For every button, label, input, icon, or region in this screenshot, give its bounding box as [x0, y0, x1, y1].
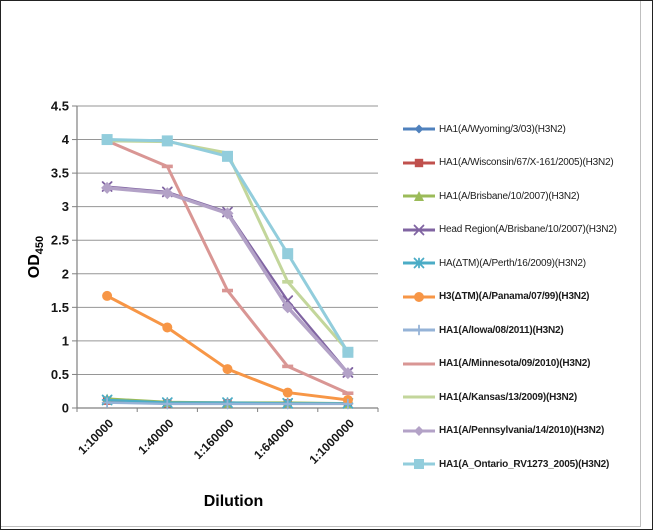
series	[101, 134, 354, 358]
y-tick-label: 2.5	[51, 233, 69, 248]
marker-circle	[222, 364, 233, 375]
marker-square	[101, 134, 113, 146]
legend-marker-icon	[403, 191, 435, 201]
legend-label: HA1(A/Iowa/08/2011)(H3N2)	[439, 324, 564, 336]
legend-marker-icon	[403, 459, 435, 469]
y-tick-label: 3.5	[51, 166, 69, 181]
legend-label: HA1(A/Minnesota/09/2010)(H3N2)	[439, 358, 591, 369]
marker-diamond	[341, 367, 354, 380]
y-tick-label: 4.5	[51, 99, 69, 114]
marker-square	[414, 158, 424, 167]
legend-item: HA1(A/Iowa/08/2011)(H3N2)	[402, 318, 617, 342]
legend-label: HA(ΔTM)(A/Perth/16/2009)(H3N2)	[439, 257, 586, 269]
marker-dash	[342, 391, 354, 396]
legend-label: H3(ΔTM)(A/Panama/07/99)(H3N2)	[439, 291, 590, 302]
y-axis-title-subscript: 450	[34, 235, 46, 255]
legend-item: Head Region(A/Brisbane/10/2007)(H3N2)	[402, 218, 617, 242]
marker-circle	[282, 387, 293, 398]
marker-square	[222, 150, 233, 162]
marker-circle	[414, 291, 424, 302]
marker-diamond	[414, 425, 424, 436]
series-line	[105, 139, 350, 353]
legend-label: HA1(A/Wyoming/3/03)(H3N2)	[439, 123, 566, 135]
legend-item: HA1(A/Wyoming/3/03)(H3N2)	[402, 117, 617, 141]
chart-area	[1, 1, 641, 527]
legend-label: Head Region(A/Brisbane/10/2007)(H3N2)	[439, 224, 617, 235]
y-tick-label: 0.5	[51, 367, 69, 382]
x-axis-title: Dilution	[203, 493, 264, 510]
legend-marker-icon	[403, 224, 435, 235]
legend-marker-icon	[403, 425, 435, 436]
marker-diamond	[281, 301, 294, 314]
legend-item: HA1(A/Minnesota/09/2010)(H3N2)	[402, 352, 617, 376]
marker-x	[413, 224, 425, 235]
legend-label: HA1(A_Ontario_RV1273_2005)(H3N2)	[439, 458, 610, 470]
legend-item: HA(ΔTM)(A/Perth/16/2009)(H3N2)	[402, 251, 617, 275]
y-tick-label: 3	[62, 199, 69, 214]
marker-square	[342, 346, 354, 358]
legend-marker-icon	[403, 324, 435, 336]
legend-item: H3(ΔTM)(A/Panama/07/99)(H3N2)	[402, 285, 617, 309]
legend-item: HA1(A/Brisbane/10/2007)(H3N2)	[402, 184, 617, 208]
legend-item: HA1(A_Ontario_RV1273_2005)(H3N2)	[402, 452, 617, 476]
y-axis-title-text: OD	[26, 254, 43, 279]
series	[102, 290, 353, 405]
marker-square	[161, 135, 173, 147]
marker-triangle	[414, 191, 424, 201]
series	[101, 139, 354, 353]
series-line	[105, 138, 350, 354]
legend-marker-icon	[403, 158, 435, 167]
legend-label: HA1(A/Wisconsin/67/X-161/2005)(H3N2)	[439, 157, 614, 168]
marker-circle	[162, 322, 173, 333]
legend-label: HA1(A/Brisbane/10/2007)(H3N2)	[439, 190, 580, 202]
marker-square	[414, 459, 424, 469]
legend-marker-icon	[403, 362, 435, 365]
series	[101, 397, 354, 410]
legend-marker-icon	[403, 124, 435, 134]
legend-marker-icon	[403, 395, 435, 399]
marker-dash	[282, 364, 294, 369]
y-tick-label: 0	[62, 401, 69, 416]
series	[101, 139, 354, 396]
x-tick-label: 1:1000000	[307, 416, 358, 467]
marker-square	[282, 248, 294, 260]
marker-diamond	[101, 181, 114, 194]
legend: HA1(A/Wyoming/3/03)(H3N2) HA1(A/Wisconsi…	[402, 117, 617, 476]
y-tick-label: 1.5	[51, 300, 69, 315]
y-tick-label: 4	[62, 132, 70, 147]
marker-circle	[102, 290, 113, 301]
marker-diamond	[161, 187, 174, 200]
legend-item: HA1(A/Kansas/13/2009)(H3N2)	[402, 385, 617, 409]
y-tick-label: 2	[62, 266, 69, 281]
x-tick-label: 1:40000	[135, 416, 176, 457]
legend-label: HA1(A/Pennsylvania/14/2010)(H3N2)	[439, 425, 605, 436]
legend-marker-icon	[403, 291, 435, 302]
marker-diamond	[221, 207, 234, 220]
marker-dash	[161, 164, 173, 169]
legend-label: HA1(A/Kansas/13/2009)(H3N2)	[439, 391, 577, 403]
x-tick-label: 1:160000	[191, 416, 237, 462]
marker-diamond	[414, 124, 424, 134]
x-tick-label: 1:10000	[75, 416, 116, 457]
marker-dash	[222, 288, 233, 293]
x-tick-label: 1:640000	[251, 416, 297, 462]
legend-item: HA1(A/Wisconsin/67/X-161/2005)(H3N2)	[402, 151, 617, 175]
y-axis-title: OD450	[26, 202, 46, 312]
y-tick-label: 1	[62, 333, 69, 348]
series-line	[105, 139, 350, 395]
legend-item: HA1(A/Pennsylvania/14/2010)(H3N2)	[402, 419, 617, 443]
marker-dash	[282, 280, 294, 284]
series	[101, 181, 354, 380]
legend-marker-icon	[403, 257, 435, 269]
